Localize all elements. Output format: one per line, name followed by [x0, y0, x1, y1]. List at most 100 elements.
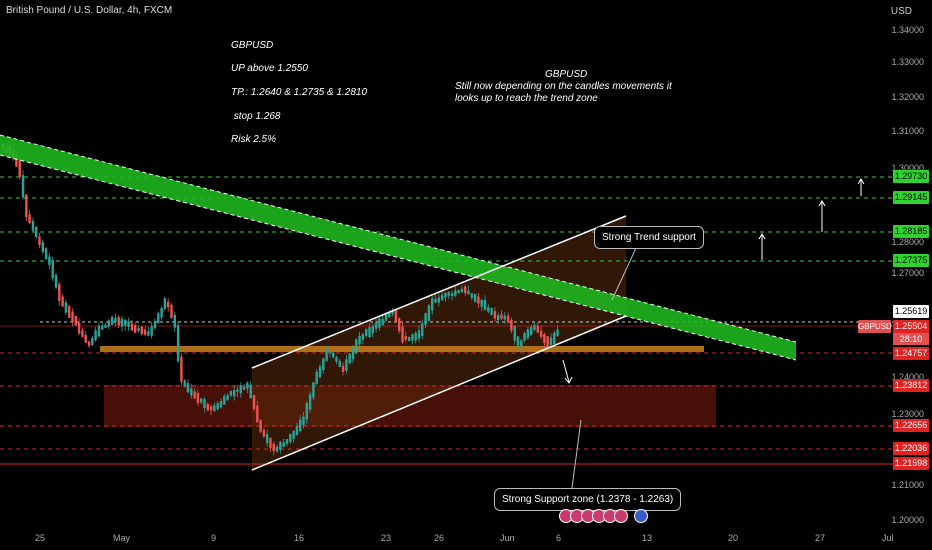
candle-body [483, 299, 487, 310]
candle-body [493, 311, 497, 319]
candle-body [160, 308, 163, 318]
candle-body [553, 332, 556, 345]
candle-body [28, 214, 31, 224]
price-label-tp[interactable]: 1.28185 [893, 225, 929, 238]
price-tick: 1.32000 [891, 92, 924, 102]
candle-body [365, 329, 368, 336]
candle-body [302, 416, 305, 426]
candle-body [206, 404, 209, 411]
candle-body [427, 305, 431, 321]
candle-body [454, 290, 457, 296]
candle-body [107, 320, 110, 327]
candle-body [440, 295, 444, 301]
candle-body [101, 325, 104, 330]
time-tick: 26 [434, 533, 445, 543]
trend-zone [0, 135, 796, 360]
candle-body [520, 340, 523, 347]
candle-body [500, 314, 503, 319]
price-label-support[interactable]: 1.24757 [893, 347, 929, 360]
price-label-tp[interactable]: 1.27375 [893, 254, 929, 267]
time-tick: 27 [815, 533, 826, 543]
candle-body [226, 395, 229, 401]
candle-body [345, 359, 348, 371]
candle-body [272, 443, 275, 452]
price-tick: 1.23000 [891, 409, 924, 419]
event-flag-icon[interactable] [614, 509, 628, 523]
candle-body [275, 446, 279, 452]
candle-body [338, 360, 341, 367]
candle-body [266, 434, 269, 444]
candle-body [163, 298, 167, 309]
price-label-tp[interactable]: 1.29730 [893, 170, 929, 183]
candle-body [44, 248, 48, 259]
candle-body [348, 353, 351, 364]
candle-body [140, 326, 143, 335]
symbol-title[interactable]: British Pound / U.S. Dollar, 4h, FXCM [6, 5, 173, 16]
price-label-support[interactable]: 1.22656 [893, 419, 929, 432]
candle-body [219, 400, 223, 408]
candle-body [546, 336, 549, 349]
price-tick: 1.21000 [891, 480, 924, 490]
note-left-risk: Risk 2.5% [231, 134, 277, 145]
candle-body [246, 382, 249, 389]
price-label-support[interactable]: 1.22036 [893, 442, 929, 455]
candle-body [457, 290, 460, 294]
candle-body [223, 396, 226, 405]
candle-body [203, 399, 206, 409]
channel-upper-line[interactable] [251, 215, 627, 369]
event-flag-icon[interactable] [634, 509, 648, 523]
candle-body [252, 395, 256, 410]
candle-body [41, 242, 44, 252]
candle-body [289, 433, 292, 442]
candle-body [434, 298, 437, 303]
trend-callout-connector [611, 247, 637, 301]
candle-body [124, 319, 127, 326]
candle-body [150, 326, 153, 336]
price-label-tp[interactable]: 1.29145 [893, 191, 929, 204]
time-tick: 23 [381, 533, 392, 543]
callout-trend-support[interactable]: Strong Trend support [594, 226, 704, 249]
time-tick: 9 [211, 533, 217, 543]
candle-body [470, 293, 473, 298]
target-arrows [562, 178, 865, 384]
candle-body [236, 389, 239, 392]
candle-body [87, 341, 91, 346]
candle-body [15, 157, 18, 167]
symbol-price-tag: GBPUSD [858, 320, 892, 333]
candle-body [120, 318, 124, 327]
channel-lower-line[interactable] [251, 315, 627, 471]
candle-body [506, 315, 510, 323]
candle-body [64, 302, 68, 313]
price-label-current[interactable]: 1.25504 [893, 320, 929, 333]
time-tick: 13 [642, 533, 653, 543]
candle-body [279, 441, 282, 450]
candle-body [556, 329, 559, 336]
economic-events[interactable] [559, 509, 648, 523]
note-left-title: GBPUSD [231, 40, 274, 51]
candle-body [200, 398, 203, 403]
candle-body [285, 439, 289, 444]
candle-body [21, 175, 25, 198]
candle-body [91, 337, 94, 346]
price-label-support[interactable]: 1.23812 [893, 379, 929, 392]
trend-zone-bottom [0, 154, 797, 361]
price-label-high[interactable]: 1.25619 [893, 305, 929, 318]
candle-body [61, 296, 64, 307]
price-tick: 1.34000 [891, 25, 924, 35]
candle-body [71, 311, 74, 323]
candle-body [318, 366, 322, 378]
candle-body [157, 313, 160, 324]
note-right-title: GBPUSD [545, 69, 588, 80]
candle-body [404, 336, 407, 340]
candle-body [143, 329, 147, 335]
candle-body [467, 290, 470, 295]
callout-support-zone[interactable]: Strong Support zone (1.2378 - 1.2263) [494, 488, 682, 511]
candle-body [104, 324, 107, 328]
candle-body [256, 405, 259, 423]
price-label-support[interactable]: 1.21598 [893, 457, 929, 470]
candle-body [341, 365, 345, 372]
candle-body [97, 325, 101, 337]
candle-body [173, 314, 176, 328]
candle-body [38, 236, 41, 245]
